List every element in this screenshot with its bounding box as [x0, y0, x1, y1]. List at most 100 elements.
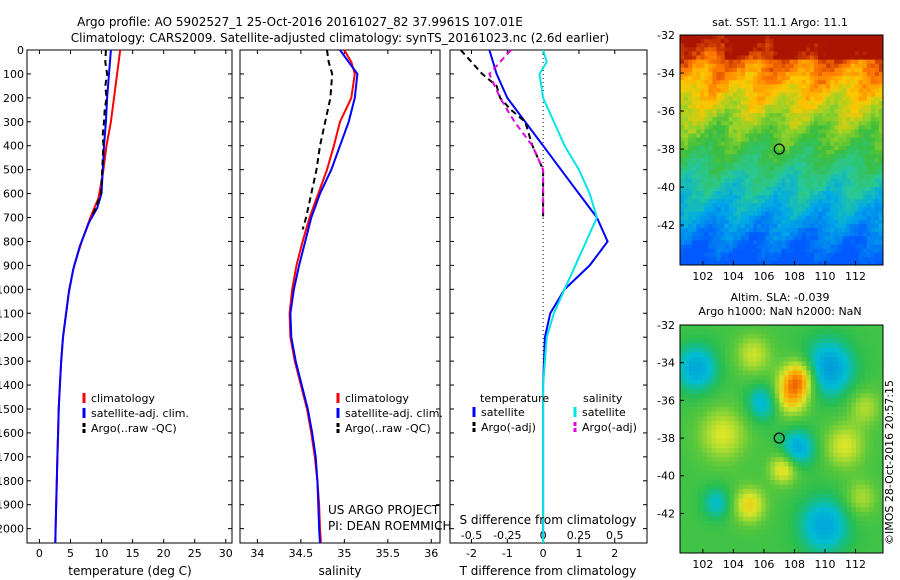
sla-cell — [783, 356, 789, 362]
sst-cell — [749, 76, 754, 81]
sla-cell — [792, 375, 798, 381]
sst-cell — [826, 186, 831, 192]
sst-cell — [850, 248, 855, 254]
sst-cell — [712, 170, 717, 176]
sla-cell — [846, 475, 852, 481]
sst-cell — [797, 223, 803, 229]
sst-cell — [813, 248, 819, 254]
sst-cell — [728, 92, 734, 98]
sla-cell — [860, 475, 866, 481]
sst-cell — [842, 223, 847, 229]
sst-cell — [862, 117, 868, 122]
sst-cell — [866, 104, 872, 110]
sst-cell — [801, 211, 807, 217]
sla-cell — [693, 448, 699, 454]
sla-cell — [869, 452, 875, 458]
sla-cell — [846, 457, 852, 463]
sla-cell — [734, 507, 740, 513]
sst-cell — [765, 121, 770, 126]
sla-cell — [783, 361, 789, 367]
sst-cell — [757, 100, 762, 106]
sla-cell — [797, 443, 803, 449]
sst-cell — [789, 55, 795, 61]
sst-cell — [850, 71, 855, 77]
sst-cell — [797, 80, 803, 85]
sla-cell — [873, 470, 879, 476]
sst-cell — [805, 125, 811, 130]
sst-cell — [761, 59, 766, 65]
sla-cell — [729, 347, 735, 353]
sla-cell — [788, 416, 794, 422]
sla-cell — [864, 366, 870, 371]
sst-cell — [818, 170, 823, 176]
sst-cell — [744, 67, 750, 73]
sla-cell — [707, 416, 712, 422]
sla-cell — [743, 448, 749, 454]
sst-cell — [753, 129, 758, 134]
sla-cell — [792, 338, 798, 344]
sla-cell — [774, 388, 780, 394]
sst-cell — [834, 236, 839, 241]
sla-cell — [716, 379, 721, 385]
sst-cell — [878, 76, 884, 81]
sst-cell — [866, 47, 872, 52]
sst-cell — [866, 174, 872, 180]
sst-cell — [818, 35, 823, 40]
sst-cell — [789, 137, 795, 143]
sst-cell — [732, 174, 738, 180]
sst-cell — [785, 100, 791, 106]
sla-cell — [738, 366, 744, 371]
sst-cell — [700, 219, 705, 225]
sst-cell — [822, 244, 827, 249]
sst-cell — [842, 240, 847, 245]
sst-cell — [862, 113, 868, 118]
sst-cell — [696, 248, 701, 254]
sst-cell — [854, 51, 860, 56]
sla-cell — [698, 452, 703, 458]
sst-cell — [870, 92, 876, 98]
sla-cell — [783, 370, 789, 376]
sst-cell — [846, 76, 851, 81]
sla-cell — [756, 329, 762, 335]
sla-cell — [783, 407, 789, 413]
sst-cell — [846, 55, 851, 61]
sst-cell — [822, 228, 827, 233]
sla-cell — [819, 475, 825, 481]
sla-cell — [878, 511, 884, 517]
sla-cell — [756, 352, 762, 358]
sst-cell — [846, 100, 851, 106]
sst-cell — [728, 182, 734, 188]
sst-cell — [842, 141, 847, 147]
sla-cell — [774, 370, 780, 376]
sst-cell — [716, 80, 721, 85]
sst-cell — [813, 219, 819, 225]
sst-cell — [818, 223, 823, 229]
sla-cell — [716, 429, 721, 435]
sst-cell — [834, 195, 839, 200]
sla-cell — [702, 366, 708, 371]
sst-cell — [736, 211, 742, 217]
sst-cell — [789, 145, 795, 151]
sst-cell — [797, 203, 803, 208]
sst-cell — [822, 63, 827, 69]
sla-cell — [734, 448, 740, 454]
sla-cell — [725, 480, 731, 485]
sst-cell — [785, 203, 791, 208]
sst-cell — [822, 84, 827, 89]
sst-cell — [740, 232, 746, 237]
sst-cell — [736, 219, 742, 225]
sst-cell — [850, 232, 855, 237]
sla-cell — [801, 420, 807, 426]
sst-cell — [842, 236, 847, 241]
sst-cell — [785, 145, 791, 151]
sst-cell — [862, 104, 868, 110]
sst-cell — [773, 129, 778, 134]
sla-cell — [702, 516, 708, 522]
sst-cell — [793, 195, 799, 200]
sst-cell — [797, 228, 803, 233]
sla-cell — [792, 457, 798, 463]
sla-cell — [738, 370, 744, 376]
sst-cell — [684, 63, 689, 69]
sst-cell — [757, 55, 762, 61]
sst-cell — [765, 162, 770, 167]
